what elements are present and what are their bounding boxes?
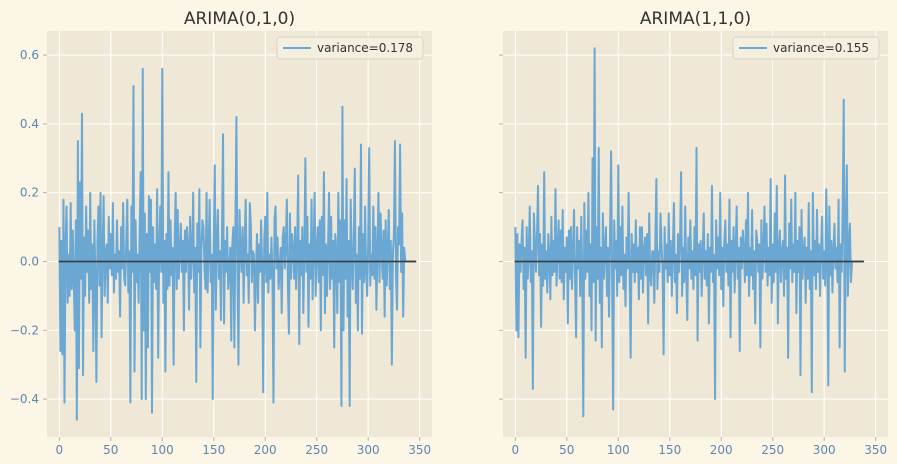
x-tick-label: 0 — [512, 443, 520, 457]
x-tick-label: 100 — [151, 443, 174, 457]
series-line — [58, 67, 416, 421]
y-tick-label: −0.4 — [10, 392, 39, 406]
y-tick-label: 0.6 — [20, 48, 39, 62]
chart-title: ARIMA(1,1,0) — [640, 9, 751, 29]
x-tick-label: 350 — [408, 443, 431, 457]
x-tick-label: 50 — [559, 443, 574, 457]
subplot-arima-010: 0 50 100 150 200 250 300 350 0.6 0.4 0.2 0.0 −0.2 −0.… — [10, 9, 432, 457]
x-tick-label: 250 — [305, 443, 328, 457]
subplot-arima-110: 0 50 100 150 200 250 300 350 ARIMA(1,1,0) varia… — [499, 9, 888, 457]
x-tick-label: 100 — [607, 443, 630, 457]
y-tick-label: 0.2 — [20, 186, 39, 200]
x-tick-label: 150 — [202, 443, 225, 457]
legend: variance=0.178 — [276, 36, 424, 60]
x-tick-label: 150 — [658, 443, 681, 457]
axis-ticks: 0 50 100 150 200 250 300 350 0.6 0.4 0.2 0.0 −0.2 −0.… — [10, 48, 431, 457]
x-tick-label: 300 — [357, 443, 380, 457]
series-layer — [58, 67, 417, 421]
x-tick-label: 250 — [761, 443, 784, 457]
x-tick-label: 200 — [710, 443, 733, 457]
legend-box — [732, 36, 880, 60]
series-line — [514, 47, 864, 418]
zero-marker — [414, 260, 417, 263]
x-tick-label: 300 — [813, 443, 836, 457]
y-tick-label: 0.4 — [20, 117, 39, 131]
series-layer — [514, 47, 865, 418]
legend-label: variance=0.178 — [317, 41, 413, 55]
axis-ticks: 0 50 100 150 200 250 300 350 — [499, 54, 887, 457]
y-tick-label: −0.2 — [10, 323, 39, 337]
legend: variance=0.155 — [732, 36, 880, 60]
legend-box — [276, 36, 424, 60]
chart-title: ARIMA(0,1,0) — [184, 9, 295, 29]
zero-marker — [862, 260, 865, 263]
x-tick-label: 200 — [254, 443, 277, 457]
x-tick-label: 350 — [864, 443, 887, 457]
x-tick-label: 50 — [103, 443, 118, 457]
y-tick-label: 0.0 — [20, 255, 39, 269]
legend-label: variance=0.155 — [773, 41, 869, 55]
x-tick-label: 0 — [56, 443, 64, 457]
